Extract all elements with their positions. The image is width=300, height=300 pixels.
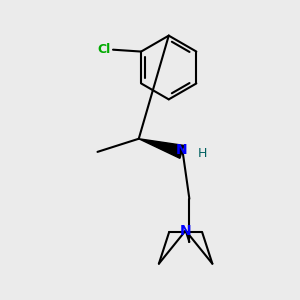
- Text: N: N: [180, 224, 191, 238]
- Polygon shape: [139, 139, 184, 158]
- Text: Cl: Cl: [97, 43, 110, 56]
- Text: H: H: [198, 147, 207, 160]
- Text: N: N: [176, 143, 188, 157]
